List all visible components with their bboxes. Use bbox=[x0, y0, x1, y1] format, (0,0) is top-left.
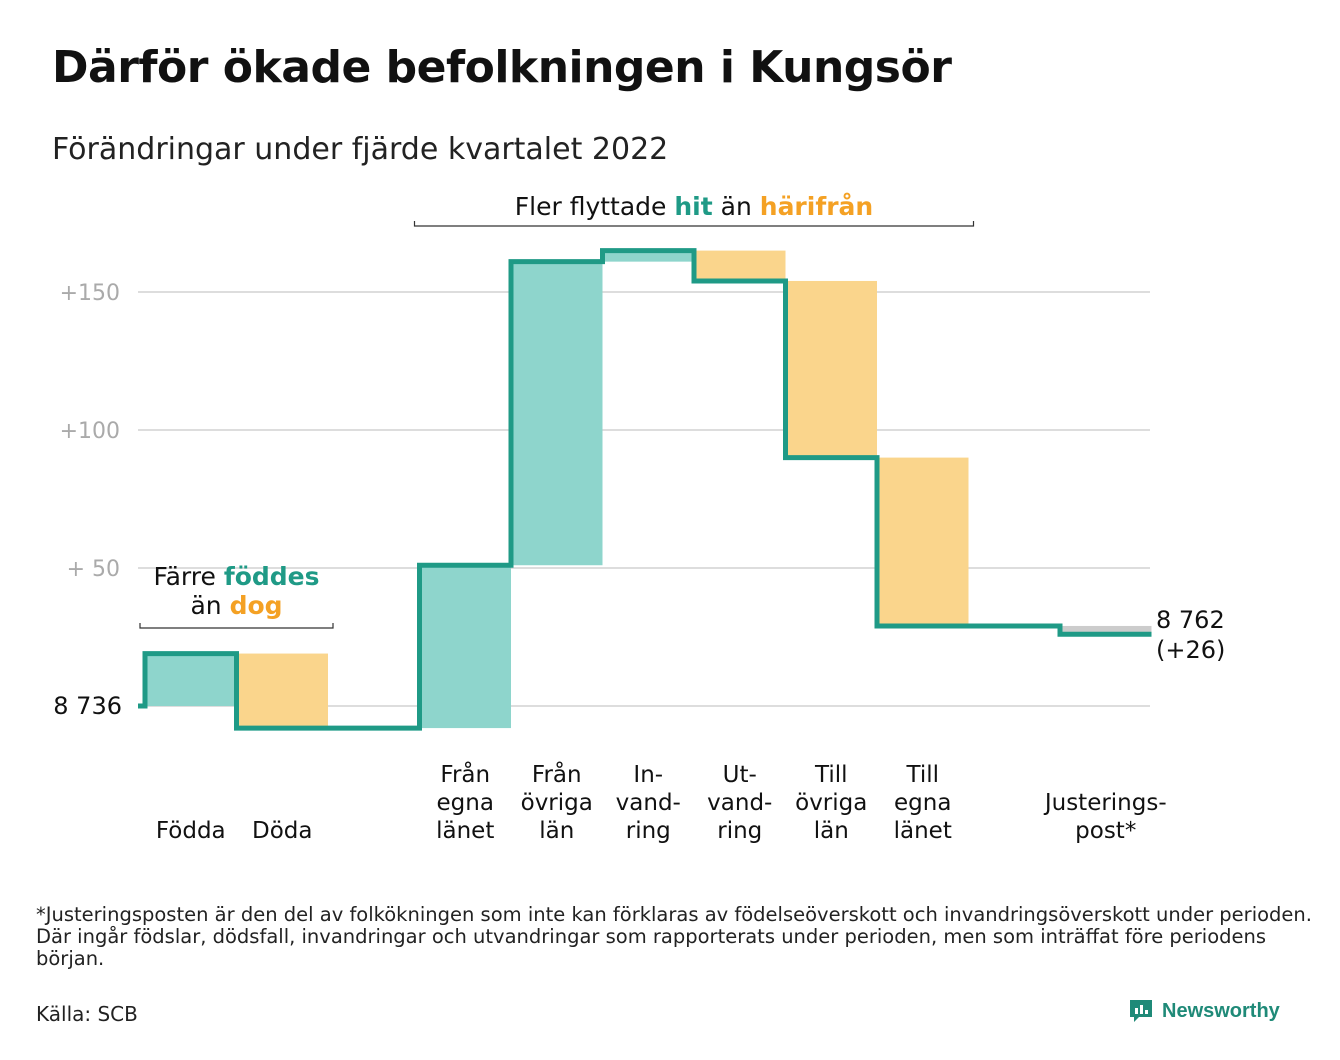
x-category-label: post* bbox=[1075, 818, 1136, 844]
x-category-label: övriga bbox=[795, 790, 867, 816]
annotation-segment: dog bbox=[230, 591, 283, 620]
annotation-segment: än bbox=[190, 591, 229, 620]
x-category-label: Justerings- bbox=[1043, 790, 1167, 816]
annotation-births-deaths-line1: Färre föddes bbox=[154, 562, 320, 591]
chart-subtitle: Förändringar under fjärde kvartalet 2022 bbox=[52, 132, 669, 167]
annotation-migration: Fler flyttade hit än härifrån bbox=[515, 192, 873, 221]
annotation-bracket-births-deaths bbox=[139, 623, 334, 629]
x-category-label: vand- bbox=[707, 790, 772, 816]
waterfall-bar bbox=[511, 261, 603, 566]
cumulative-step-line bbox=[138, 248, 1152, 731]
x-category-label: egna bbox=[437, 790, 494, 816]
x-category-label: Ut- bbox=[723, 762, 757, 788]
waterfall-bar bbox=[602, 250, 694, 262]
x-category-label: län bbox=[539, 818, 574, 844]
waterfall-bar bbox=[785, 280, 877, 458]
footnote: *Justeringsposten är den del av folkökni… bbox=[36, 903, 1312, 970]
y-tick-label: +100 bbox=[60, 419, 120, 444]
end-change-label: (+26) bbox=[1156, 636, 1225, 664]
brand-name: Newsworthy bbox=[1162, 999, 1280, 1022]
x-category-label: Från bbox=[440, 760, 490, 788]
y-tick-label: + 50 bbox=[67, 557, 120, 582]
waterfall-bar bbox=[236, 653, 328, 729]
waterfall-bar bbox=[145, 653, 237, 706]
x-category-label: ring bbox=[626, 818, 671, 844]
annotation-bracket-migration bbox=[413, 221, 975, 227]
end-value-label: 8 762 bbox=[1156, 606, 1225, 634]
waterfall-bar bbox=[1060, 625, 1152, 635]
chart-title: Därför ökade befolkningen i Kungsör bbox=[52, 42, 952, 93]
annotation-segment: Fler flyttade bbox=[515, 192, 675, 221]
start-value-label: 8 736 bbox=[53, 692, 122, 720]
x-category-label: Till bbox=[905, 762, 939, 788]
annotation-segment: än bbox=[713, 192, 760, 221]
x-category-label: egna bbox=[894, 790, 951, 816]
x-category-label: Födda bbox=[156, 818, 226, 844]
x-category-label: länet bbox=[436, 818, 494, 844]
waterfall-bar bbox=[694, 250, 786, 281]
x-category-label: Döda bbox=[252, 818, 312, 844]
x-category-label: In- bbox=[633, 762, 663, 788]
newsworthy-logo-icon bbox=[1130, 1000, 1152, 1022]
x-category-label: Från bbox=[532, 760, 582, 788]
y-tick-label: +150 bbox=[60, 281, 120, 306]
waterfall-bar bbox=[419, 565, 511, 729]
annotation-births-deaths-line2: än dog bbox=[190, 591, 282, 620]
annotation-segment: härifrån bbox=[760, 192, 873, 221]
x-category-label: länet bbox=[894, 818, 952, 844]
annotation-segment: föddes bbox=[224, 562, 320, 591]
annotation-segment: hit bbox=[674, 192, 712, 221]
waterfall-bar bbox=[877, 457, 969, 626]
x-category-label: Till bbox=[814, 762, 848, 788]
x-category-label: ring bbox=[717, 818, 762, 844]
brand-logo: Newsworthy bbox=[1128, 998, 1280, 1024]
annotation-segment: Färre bbox=[154, 562, 224, 591]
source-note: Källa: SCB bbox=[36, 1002, 138, 1026]
x-category-label: övriga bbox=[521, 790, 593, 816]
x-category-label: län bbox=[814, 818, 849, 844]
x-category-label: vand- bbox=[616, 790, 681, 816]
